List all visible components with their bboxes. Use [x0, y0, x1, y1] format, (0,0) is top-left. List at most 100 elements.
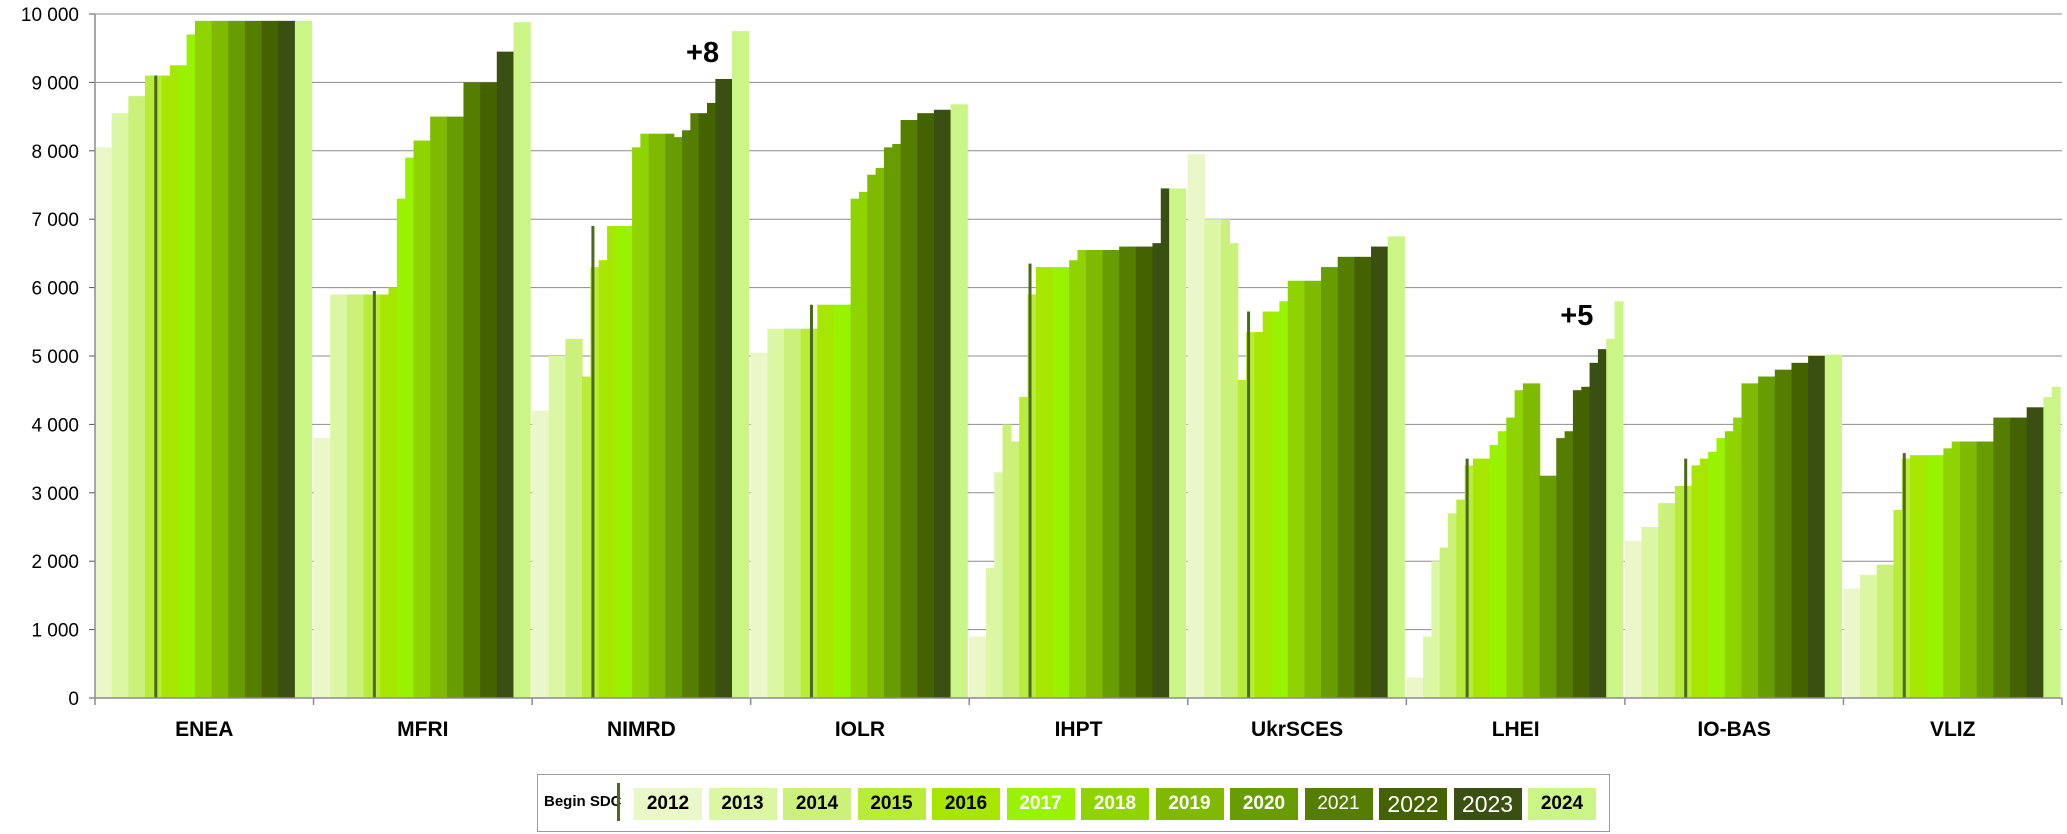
bar [632, 147, 641, 698]
legend-item: 2016 [932, 788, 1000, 820]
bar [2051, 386, 2061, 698]
bar [1564, 431, 1574, 698]
bar [1658, 503, 1676, 698]
y-tick-label: 1 000 [31, 621, 79, 642]
legend-item: 2013 [708, 788, 777, 820]
bar [396, 198, 406, 698]
bar [883, 147, 893, 698]
bar [875, 167, 885, 698]
legend-item: 2023 [1453, 788, 1522, 820]
bar [1304, 280, 1322, 698]
bar [1614, 301, 1624, 698]
bar [858, 191, 868, 698]
bar [1893, 509, 1903, 698]
bar [194, 20, 213, 698]
bar [1699, 458, 1709, 698]
legend: Begin SDC 2012 2013 2014 2015 2016 2017 2018 20… [537, 774, 1610, 832]
bar [1010, 441, 1020, 698]
bar [532, 410, 550, 698]
bar [1387, 236, 1405, 699]
legend-item: 2012 [634, 788, 702, 820]
bar [673, 137, 683, 698]
bar [1447, 513, 1457, 698]
bar [496, 51, 515, 699]
y-tick-label: 0 [68, 689, 79, 710]
bar [1497, 431, 1507, 698]
bar [1522, 383, 1541, 698]
legend-item: 2018 [1081, 788, 1149, 820]
bar [128, 96, 146, 698]
bar [1287, 280, 1305, 698]
y-tick-label: 7 000 [31, 210, 79, 231]
bar [1271, 311, 1280, 698]
bar [767, 328, 785, 698]
x-tick-label: LHEI [1492, 718, 1540, 741]
bar [607, 226, 616, 699]
bar [698, 113, 708, 699]
bar [1254, 332, 1264, 698]
bar [648, 133, 666, 698]
bar [1716, 438, 1726, 698]
bar [1589, 362, 1599, 698]
bar [1597, 349, 1607, 698]
bar [480, 82, 498, 698]
bar [1943, 448, 1953, 698]
bar [1052, 267, 1070, 698]
bar [1027, 294, 1037, 698]
bar [1204, 219, 1222, 698]
bar [1758, 376, 1776, 698]
bar [1279, 301, 1289, 698]
begin-sdc-marker-swatch [617, 783, 620, 821]
bar [1102, 249, 1120, 699]
bar [346, 294, 365, 698]
bar [2010, 417, 2028, 698]
bar [430, 116, 448, 699]
x-tick-label: MFRI [397, 718, 448, 741]
bars [95, 20, 2061, 699]
bar [707, 102, 716, 699]
bar [186, 34, 196, 698]
bar [1354, 256, 1372, 698]
bar [169, 65, 179, 699]
bar [228, 20, 246, 698]
x-tick-label: NIMRD [607, 718, 676, 741]
bar [1572, 390, 1582, 698]
bar [1160, 188, 1170, 699]
bar [1135, 246, 1154, 698]
bar [144, 75, 163, 698]
bar [1489, 444, 1499, 698]
bar [582, 376, 592, 698]
bar [1733, 417, 1743, 698]
bar [1910, 455, 1928, 698]
bar [1674, 485, 1693, 698]
begin-sdc-markers [154, 75, 1906, 698]
x-tick-label: UkrSCES [1251, 718, 1343, 741]
bar [1624, 540, 1643, 698]
bar [565, 338, 583, 698]
x-tick-label: IOLR [835, 718, 885, 741]
bar [1774, 369, 1793, 698]
legend-item: 2020 [1230, 788, 1298, 820]
legend-item: 2015 [857, 788, 926, 820]
bar [1641, 527, 1659, 698]
legend-item: 2021 [1304, 788, 1373, 820]
bar [548, 356, 567, 698]
bar [1085, 249, 1104, 699]
bar [1406, 677, 1424, 698]
bar [1321, 267, 1339, 698]
y-tick-label: 5 000 [31, 347, 79, 368]
bar [892, 143, 902, 698]
bar [1960, 441, 1978, 698]
bar [1035, 267, 1054, 698]
bar [2026, 407, 2044, 698]
legend-item: 2022 [1379, 788, 1447, 820]
bar [1152, 243, 1162, 698]
bar [1993, 417, 2011, 698]
bar [783, 328, 802, 698]
bar [1472, 458, 1491, 698]
bar [1422, 636, 1432, 698]
bar [640, 133, 650, 698]
legend-item: 2019 [1155, 788, 1224, 820]
x-tick-label: ENEA [175, 718, 233, 741]
bar [1077, 249, 1087, 699]
